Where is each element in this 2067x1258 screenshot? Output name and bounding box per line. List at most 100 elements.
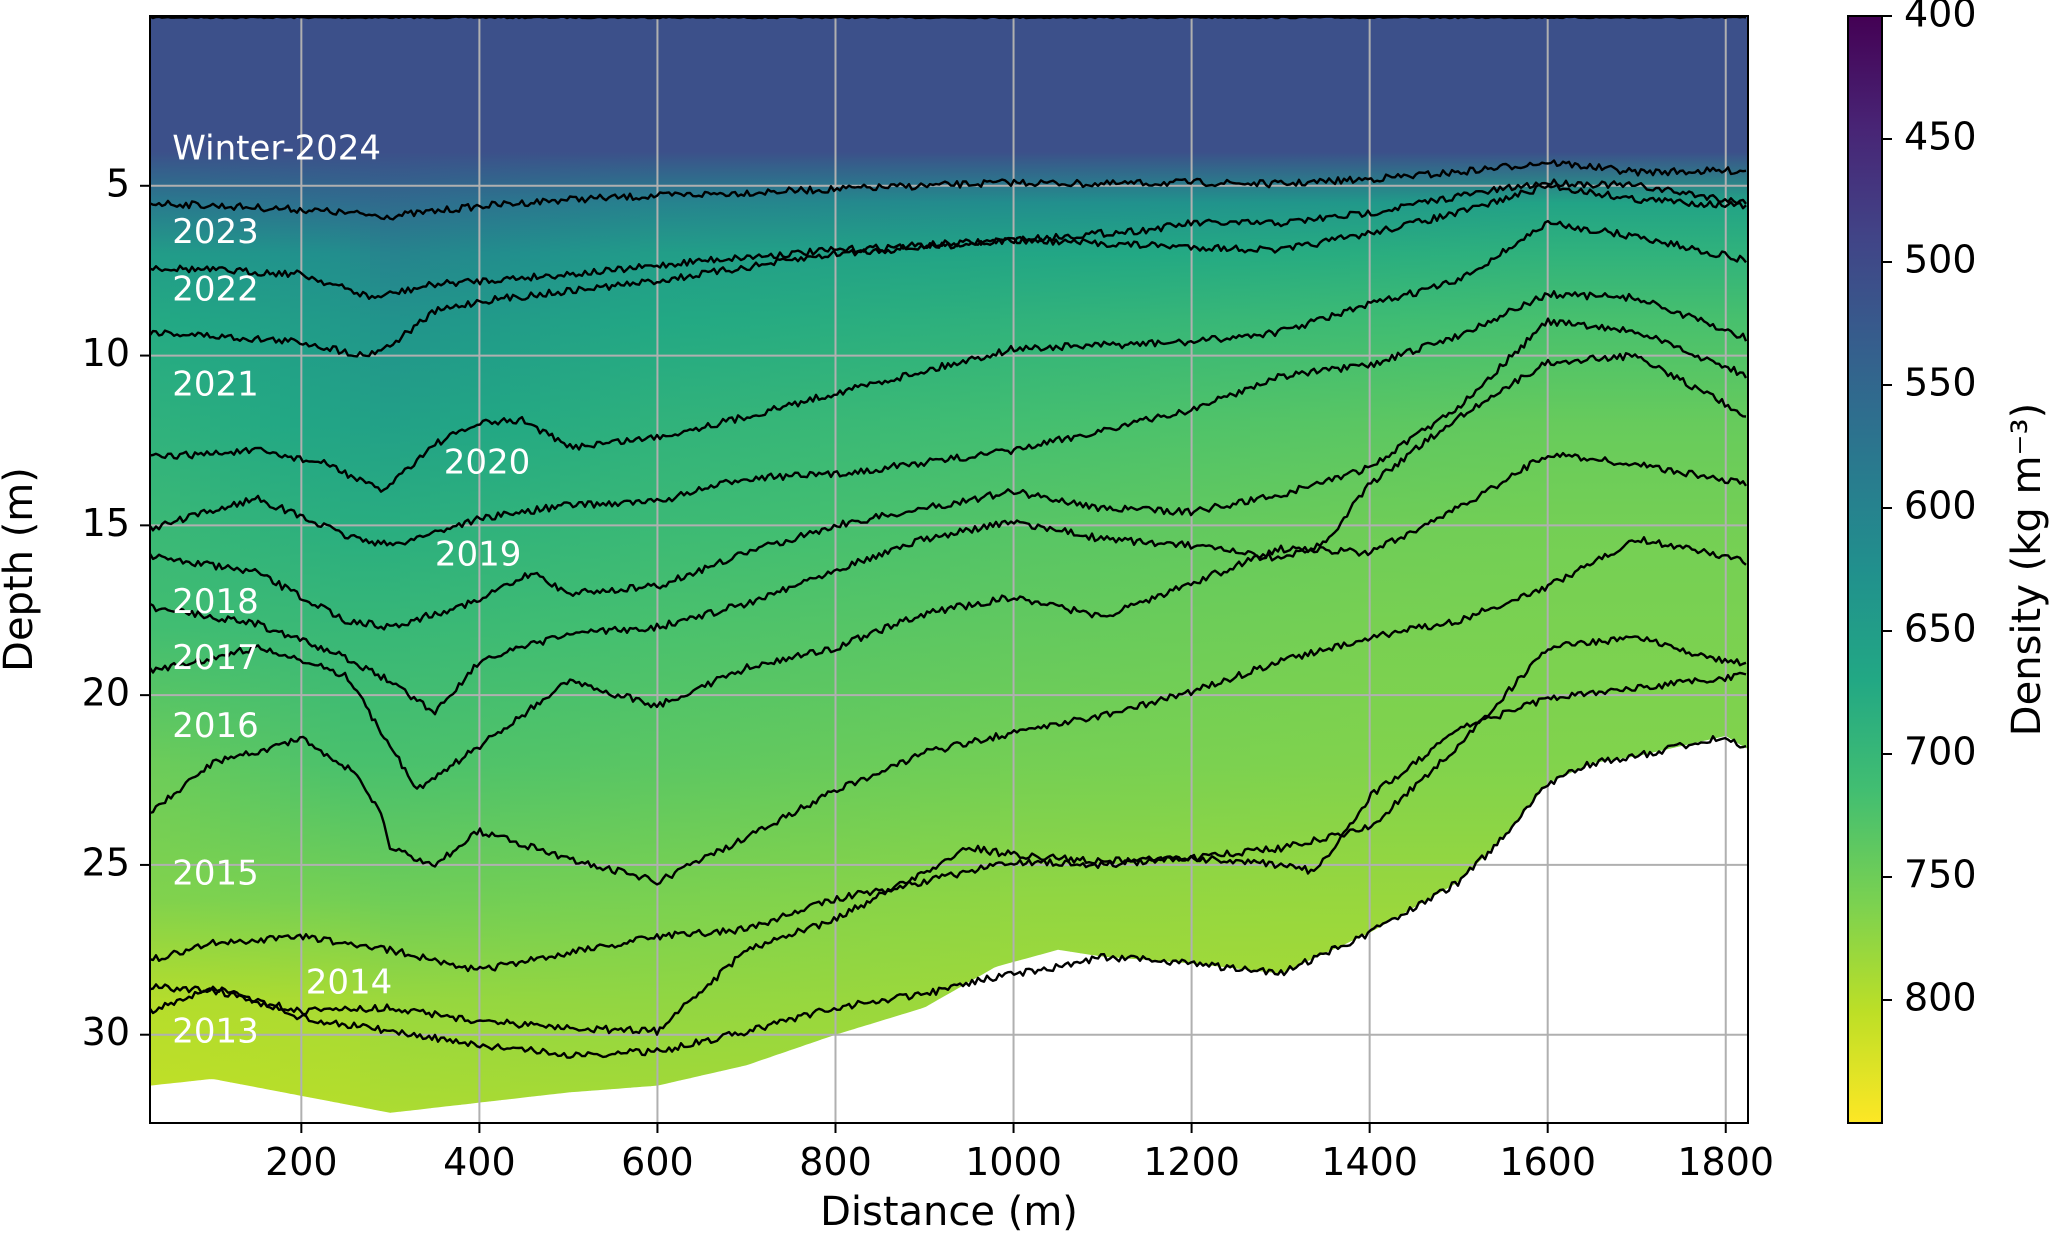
horizon-line xyxy=(150,671,1747,1036)
density-strip xyxy=(470,16,481,1113)
x-tick-label: 1400 xyxy=(1321,1140,1418,1184)
density-strip xyxy=(1690,16,1701,1113)
density-strip xyxy=(750,16,761,1113)
density-strip xyxy=(1710,16,1721,1113)
horizon-line xyxy=(150,183,1747,358)
horizon-line xyxy=(150,219,1747,493)
horizon-line xyxy=(150,317,1748,631)
density-strip xyxy=(910,16,921,1113)
density-strip xyxy=(640,16,651,1113)
plot-frame xyxy=(149,15,1749,1124)
density-strip xyxy=(260,16,271,1113)
density-strip xyxy=(480,16,491,1113)
colorbar-tick-label: 500 xyxy=(1904,238,1977,282)
density-strip xyxy=(710,16,721,1113)
colorbar-title: Density (kg m⁻³) xyxy=(2004,403,2050,736)
density-strip xyxy=(320,16,331,1113)
density-strip xyxy=(1190,16,1201,1113)
density-strip xyxy=(1110,16,1121,1113)
density-strip xyxy=(1450,16,1461,1113)
year-label: 2015 xyxy=(172,854,259,894)
density-strip xyxy=(1250,16,1261,1113)
density-strip xyxy=(650,16,661,1113)
density-strip xyxy=(500,16,511,1113)
x-axis-title: Distance (m) xyxy=(820,1189,1078,1235)
density-strip xyxy=(1390,16,1401,1113)
density-strip xyxy=(570,16,581,1113)
density-strip xyxy=(370,16,381,1113)
x-tick-label: 600 xyxy=(621,1140,694,1184)
density-strip xyxy=(560,16,571,1113)
density-strip xyxy=(790,16,801,1113)
density-strip xyxy=(160,16,171,1113)
density-strip xyxy=(210,16,221,1113)
density-strip xyxy=(1050,16,1061,1113)
density-strip xyxy=(590,16,601,1113)
density-strip xyxy=(810,16,821,1113)
density-strip xyxy=(1640,16,1651,1113)
density-strip xyxy=(1080,16,1091,1113)
density-strip xyxy=(1210,16,1221,1113)
density-strip xyxy=(840,16,851,1113)
density-strip xyxy=(740,16,751,1113)
density-strip xyxy=(1410,16,1421,1113)
year-label: 2013 xyxy=(172,1012,259,1052)
year-label: 2019 xyxy=(435,534,522,574)
density-strip xyxy=(1380,16,1391,1113)
density-strip xyxy=(850,16,861,1113)
density-strip xyxy=(1120,16,1131,1113)
density-strip xyxy=(420,16,431,1113)
density-strip xyxy=(860,16,871,1113)
x-tick-label: 1200 xyxy=(1143,1140,1240,1184)
density-strip xyxy=(980,16,991,1113)
density-strip xyxy=(1000,16,1011,1113)
density-strip xyxy=(990,16,1001,1113)
density-strip xyxy=(580,16,591,1113)
y-axis-title: Depth (m) xyxy=(0,467,42,672)
x-tick-label: 1000 xyxy=(965,1140,1062,1184)
density-strip xyxy=(930,16,941,1113)
colorbar-tick-label: 450 xyxy=(1904,115,1977,159)
year-label: 2022 xyxy=(172,270,259,310)
density-strip xyxy=(1280,16,1291,1113)
density-strip xyxy=(1330,16,1341,1113)
density-strip xyxy=(920,16,931,1113)
density-strip xyxy=(1060,16,1071,1113)
year-label: 2020 xyxy=(444,443,531,483)
density-strip xyxy=(1300,16,1311,1113)
density-strip xyxy=(1570,16,1581,1113)
density-strip xyxy=(1530,16,1541,1113)
density-strip xyxy=(1240,16,1251,1113)
year-label: Winter-2024 xyxy=(172,129,381,169)
density-strip xyxy=(150,16,161,1113)
density-strip xyxy=(1560,16,1571,1113)
year-labels: Winter-2024 2023 2022 2021 2020 2019 2018 2017 2… xyxy=(172,129,530,1052)
density-strip xyxy=(1700,16,1711,1113)
colorbar-tick-label: 750 xyxy=(1904,853,1977,897)
density-strip xyxy=(1160,16,1171,1113)
colorbar-tick-label: 400 xyxy=(1904,0,1977,36)
colorbar-tick-label: 800 xyxy=(1904,976,1977,1020)
colorbar-frame xyxy=(1847,15,1883,1124)
density-strip xyxy=(240,16,251,1113)
horizon-line xyxy=(150,536,1747,886)
density-strip xyxy=(1670,16,1681,1113)
density-strip xyxy=(1460,16,1471,1113)
density-strip xyxy=(1610,16,1621,1113)
density-strip xyxy=(380,16,391,1113)
y-tick-label: 25 xyxy=(82,840,130,884)
colorbar: 400 450 500 550 600 650 700 750 800 xyxy=(1847,0,1977,1124)
density-strip xyxy=(900,16,911,1113)
horizon-line xyxy=(150,159,1747,221)
density-strip xyxy=(1220,16,1231,1113)
horizon-line xyxy=(150,451,1748,790)
plot-area xyxy=(150,16,1748,1113)
density-strip xyxy=(490,16,501,1113)
density-strip xyxy=(1350,16,1361,1113)
density-field xyxy=(150,16,1748,1113)
density-strip xyxy=(360,16,371,1113)
horizon-line xyxy=(150,735,1747,1059)
year-label: 2014 xyxy=(306,962,393,1002)
density-strip xyxy=(1510,16,1521,1113)
x-tick-label: 400 xyxy=(443,1140,516,1184)
